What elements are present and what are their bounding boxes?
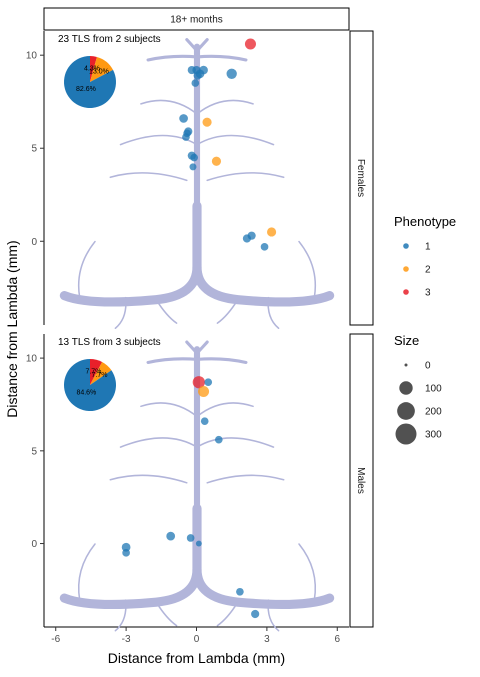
legend-key-size-200	[397, 402, 415, 420]
x-axis-title: Distance from Lambda (mm)	[108, 650, 285, 666]
legend-label-phenotype-2: 2	[425, 265, 431, 276]
panel-1-pie-slice-phenotype-3	[90, 56, 97, 82]
panel-1-pie-label-phenotype-3: 4.3%	[84, 65, 100, 72]
legend-key-phenotype-2	[403, 266, 409, 272]
legend-key-size-300	[395, 423, 417, 445]
panel-1-point-phenotype-2	[267, 227, 277, 237]
panel-2-pie-slice-phenotype-3	[90, 359, 103, 385]
panel-1-pie-label-phenotype-1: 82.6%	[76, 86, 96, 93]
panel-1-pie-slice-phenotype-1	[64, 56, 116, 109]
panel-2-y-tick-label: 5	[31, 446, 37, 457]
panel-2-pie-label-phenotype-2: 7.7%	[92, 372, 108, 379]
x-tick-label: 6	[334, 634, 340, 645]
panel-1-facet-label: Females	[355, 159, 366, 197]
panel-2-pie-slice-phenotype-1	[63, 359, 116, 411]
panel-1-y-tick-label: 10	[26, 51, 38, 62]
panel-1-facet-strip	[349, 30, 374, 326]
panel-1-point-phenotype-1	[190, 153, 198, 162]
panel-2-point-phenotype-1	[186, 534, 195, 542]
panel-2-point-phenotype-3	[192, 376, 205, 389]
legend-key-size-100	[399, 381, 413, 395]
axes-layer	[40, 7, 374, 631]
panel-1-subtitle: 23 TLS from 2 subjects	[58, 34, 161, 45]
x-tick-label: -6	[51, 634, 60, 645]
panel-2-facet-label: Males	[355, 467, 366, 494]
panel-1-point-phenotype-1	[182, 133, 190, 141]
panel-1-point-phenotype-1	[189, 163, 197, 171]
x-tick-label: 3	[264, 634, 270, 645]
panel-2-point-phenotype-1	[251, 609, 260, 619]
panel-2-subtitle: 13 TLS from 3 subjects	[58, 337, 161, 348]
points-layer	[121, 38, 277, 619]
legend-key-phenotype-3	[403, 289, 409, 295]
panel-2-point-phenotype-2	[198, 385, 210, 398]
panel-1-pie-label-phenotype-2: 13.0%	[89, 68, 109, 75]
legend-label-size-200: 200	[425, 407, 442, 418]
panel-2-point-phenotype-1	[122, 548, 130, 557]
legend-key-size-0	[404, 363, 408, 367]
panel-2-pie-slice-phenotype-2	[90, 361, 112, 385]
panel-2-point-phenotype-1	[236, 587, 244, 596]
legend-label-size-100: 100	[425, 384, 442, 395]
panel-2-point-phenotype-1	[204, 378, 213, 387]
facet-strip-top	[43, 7, 350, 31]
panel-1-point-phenotype-2	[211, 156, 222, 166]
text-layer: 18+ months 0 5 10 Females 23 TLS from 2 subje…	[4, 15, 366, 667]
x-tick-label: -3	[122, 634, 131, 645]
panel-2-point-phenotype-1	[166, 531, 176, 541]
facet-label-top: 18+ months	[170, 15, 223, 26]
legend-key-phenotype-1	[403, 243, 409, 249]
panel-2-pie-label-phenotype-1: 84.6%	[76, 389, 96, 396]
panel-1-point-phenotype-1	[179, 114, 188, 123]
panel-2-y-tick-label: 10	[26, 354, 38, 365]
panel-1-point-phenotype-1	[260, 243, 269, 251]
panel-1-point-phenotype-1	[226, 68, 237, 79]
legend-label-phenotype-1: 1	[425, 242, 431, 253]
y-axis-title: Distance from Lambda (mm)	[4, 240, 20, 417]
legend-label-size-300: 300	[425, 430, 442, 441]
legend-title-phenotype: Phenotype	[394, 214, 456, 229]
legend-label-size-0: 0	[425, 361, 431, 372]
panel-1-pie-slice-phenotype-2	[90, 56, 114, 82]
panel-2-pie-label-phenotype-3: 7.7%	[85, 369, 101, 376]
panel-2-point-phenotype-1	[214, 435, 223, 444]
panel-2-y-tick-label: 0	[31, 539, 37, 550]
panel-1-y-tick-label: 5	[31, 144, 37, 155]
panel-2-point-phenotype-1	[200, 417, 209, 425]
panel-1-y-tick-label: 0	[31, 237, 37, 248]
pie-layer	[63, 56, 116, 411]
panel-2-facet-strip	[349, 333, 374, 628]
panel-1-point-phenotype-1	[191, 79, 200, 87]
legend-label-phenotype-3: 3	[425, 288, 431, 299]
panel-1-point-phenotype-1	[242, 234, 252, 243]
x-tick-label: 0	[194, 634, 200, 645]
panel-1-point-phenotype-2	[202, 117, 212, 127]
legend-title-size: Size	[394, 333, 419, 348]
panel-2-point-phenotype-1	[121, 542, 131, 552]
panel-1-point-phenotype-1	[193, 71, 202, 80]
panel-1-point-phenotype-3	[244, 38, 256, 50]
legend-layer: Phenotype 1 2 3 Size 0 100 200 300	[394, 214, 456, 445]
panel-2-point-phenotype-1	[195, 540, 202, 547]
